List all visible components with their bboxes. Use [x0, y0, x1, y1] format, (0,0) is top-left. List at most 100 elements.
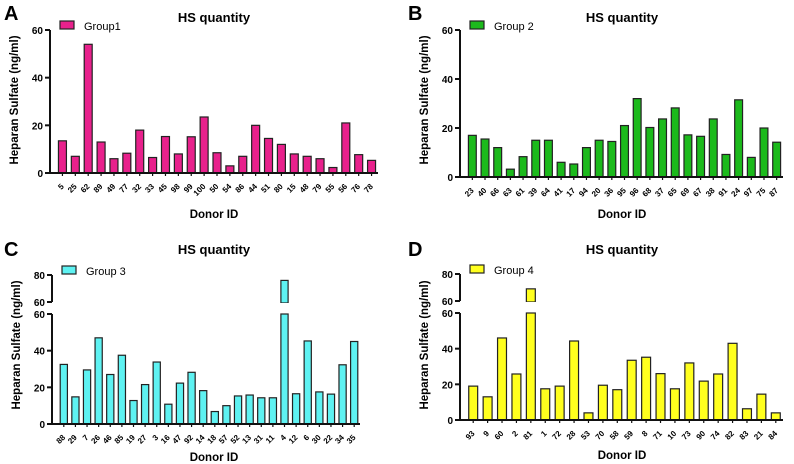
x-tick-label: 7	[81, 433, 91, 443]
bar	[698, 380, 709, 421]
bar	[238, 155, 248, 174]
x-tick-label: 21	[752, 429, 765, 442]
bar	[468, 385, 479, 421]
bar	[496, 337, 508, 421]
bar	[366, 159, 377, 174]
x-tick-label: 65	[666, 186, 679, 199]
y-tick-label: 0	[39, 420, 45, 431]
x-tick-label: 56	[337, 182, 350, 195]
y-tick-label: 60	[442, 297, 454, 308]
bar	[708, 118, 718, 178]
y-tick-label: 20	[442, 380, 454, 391]
x-tick-label: 45	[156, 182, 169, 195]
x-tick-label: 53	[579, 429, 592, 442]
chart-title: HS quantity	[178, 242, 251, 257]
x-tick-label: 59	[622, 429, 635, 442]
bar	[289, 153, 299, 174]
x-tick-label: 10	[666, 429, 679, 442]
x-tick-label: 6	[302, 433, 312, 443]
bar	[772, 141, 782, 178]
bar	[626, 359, 637, 421]
y-tick-label: 60	[34, 298, 46, 309]
panel-c: C HS quantity Donor ID Heparan Sulfate (ng/…	[4, 239, 360, 464]
panel-letter: C	[4, 239, 18, 261]
x-tick-label: 73	[680, 429, 693, 442]
panel-letter: D	[408, 239, 422, 261]
panel-letter: A	[4, 3, 18, 25]
bar	[129, 399, 138, 425]
panel-letter: B	[408, 3, 422, 25]
bar	[581, 147, 591, 178]
x-tick-label: 91	[717, 186, 730, 199]
bar	[759, 127, 769, 178]
x-tick-label: 9	[482, 429, 492, 439]
bar	[257, 397, 266, 425]
x-tick-label: 48	[298, 182, 311, 195]
x-tick-label: 11	[264, 433, 277, 446]
x-tick-label: 90	[695, 429, 708, 442]
bar	[59, 363, 69, 425]
bar	[569, 340, 580, 421]
bar	[57, 140, 68, 174]
bar	[152, 361, 161, 425]
bar	[655, 373, 666, 421]
x-tick-label: 74	[709, 429, 722, 442]
x-tick-label: 38	[704, 186, 717, 199]
bar	[482, 396, 493, 421]
x-tick-label: 2	[510, 429, 520, 439]
bar	[607, 140, 617, 178]
bar	[83, 43, 93, 174]
bar	[341, 122, 351, 174]
y-tick-label: 60	[442, 309, 454, 320]
bar	[199, 116, 209, 174]
bar	[245, 394, 254, 425]
bar	[518, 156, 528, 178]
bar	[349, 340, 359, 425]
bar	[597, 384, 608, 421]
bar	[727, 342, 738, 421]
bar	[493, 147, 503, 178]
bar	[276, 143, 286, 174]
x-tick-label: 24	[729, 186, 742, 199]
bar	[734, 99, 744, 178]
y-axis-label: Heparan Sulfate (ng/ml)	[419, 280, 431, 409]
bar	[96, 141, 106, 174]
bar	[71, 396, 80, 425]
x-tick-label: 61	[514, 186, 527, 199]
bar	[556, 161, 566, 178]
x-tick-label: 96	[628, 186, 641, 199]
y-tick-label: 40	[442, 345, 454, 356]
x-tick-label: 4	[278, 433, 288, 443]
y-axis-label: Heparan Sulfate (ng/ml)	[11, 280, 23, 409]
x-tick-label: 95	[615, 186, 628, 199]
y-tick-label: 0	[447, 416, 453, 427]
bar	[251, 124, 261, 174]
bar	[670, 107, 680, 178]
y-tick-label: 80	[442, 270, 454, 281]
bar	[696, 135, 706, 178]
x-tick-label: 81	[522, 429, 535, 442]
x-tick-label: 93	[464, 429, 477, 442]
bar	[713, 373, 724, 421]
bar	[280, 313, 289, 425]
x-axis-label: Donor ID	[190, 452, 239, 464]
bar	[109, 158, 119, 174]
x-tick-label: 17	[565, 186, 578, 199]
x-axis-label: Donor ID	[190, 209, 239, 221]
x-tick-label: 86	[234, 182, 247, 195]
x-tick-label: 58	[608, 429, 621, 442]
bar	[94, 337, 103, 425]
bar	[525, 312, 536, 421]
bar	[186, 136, 196, 174]
x-tick-label: 51	[259, 182, 272, 195]
bar	[684, 362, 695, 421]
legend-swatch	[61, 265, 77, 275]
y-tick-label: 60	[34, 310, 46, 321]
y-tick-label: 60	[442, 26, 454, 37]
y-tick-label: 20	[32, 121, 44, 132]
x-tick-label: 25	[66, 182, 79, 195]
x-tick-label: 54	[221, 182, 234, 195]
x-tick-label: 29	[66, 433, 79, 446]
x-tick-label: 33	[143, 182, 156, 195]
